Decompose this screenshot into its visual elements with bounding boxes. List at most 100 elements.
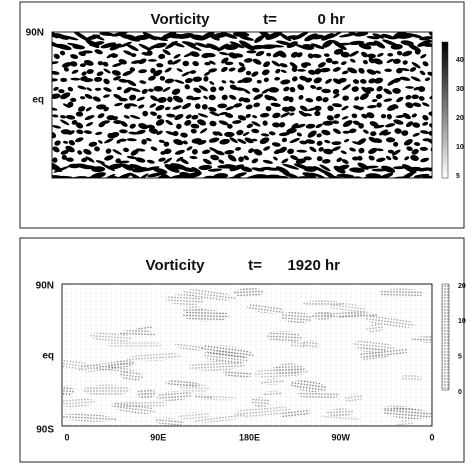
vorticity-patch — [280, 311, 313, 324]
vorticity-blob — [70, 77, 81, 81]
vorticity-blob — [79, 96, 86, 100]
vorticity-blob — [204, 71, 211, 76]
vorticity-blob — [118, 97, 128, 102]
vorticity-blob — [142, 32, 158, 41]
vorticity-blob — [156, 114, 162, 120]
vorticity-patch — [165, 294, 204, 306]
vorticity-blob — [373, 124, 385, 129]
x-label: 90W — [331, 432, 350, 442]
vorticity-blob — [396, 33, 415, 39]
vorticity-blob — [335, 164, 350, 172]
vorticity-blob — [163, 157, 173, 164]
vorticity-blob — [179, 158, 189, 165]
vorticity-blob — [349, 50, 359, 57]
vorticity-blob — [332, 67, 341, 72]
vorticity-blob — [422, 61, 429, 67]
vorticity-blob — [128, 131, 139, 135]
vorticity-blob — [218, 51, 229, 56]
vorticity-blob — [77, 106, 86, 112]
vorticity-blob — [120, 120, 128, 127]
vorticity-blob — [164, 106, 171, 111]
vorticity-blob — [361, 113, 368, 119]
vorticity-blob — [108, 175, 122, 178]
vorticity-blob — [432, 80, 439, 85]
vorticity-blob — [305, 98, 314, 103]
vorticity-patch — [62, 357, 91, 370]
vorticity-blob — [332, 103, 343, 108]
vorticity-blob — [84, 94, 93, 99]
vorticity-blob — [302, 172, 317, 178]
vorticity-blob — [394, 128, 402, 134]
vorticity-blob — [412, 122, 421, 128]
vorticity-blob — [392, 77, 402, 83]
vorticity-patch — [326, 408, 355, 417]
vorticity-blob — [218, 120, 229, 126]
vorticity-blob — [411, 94, 419, 100]
colorbar-label: 30 — [456, 86, 464, 93]
vorticity-blob — [130, 87, 141, 93]
vorticity-blob — [104, 138, 114, 144]
vorticity-blob — [360, 79, 367, 84]
vorticity-blob — [165, 119, 173, 126]
vorticity-blob — [127, 103, 138, 107]
colorbar-label: 10 — [458, 318, 466, 325]
vorticity-blob — [287, 148, 295, 155]
vorticity-blob — [279, 63, 288, 68]
vorticity-blob — [119, 41, 133, 48]
vorticity-blob — [428, 111, 432, 117]
vorticity-blob — [221, 66, 228, 73]
vorticity-blob — [252, 58, 262, 65]
vorticity-blob — [52, 93, 61, 99]
vorticity-blob — [314, 105, 322, 112]
vorticity-blob — [96, 104, 107, 110]
vorticity-blob — [432, 51, 439, 55]
vorticity-blob — [157, 97, 167, 103]
vorticity-patch — [233, 287, 264, 298]
colorbar-label: 5 — [458, 354, 462, 361]
vorticity-blob — [314, 68, 322, 75]
vorticity-blob — [362, 59, 368, 65]
vorticity-blob — [281, 137, 288, 143]
vorticity-blob — [262, 159, 273, 164]
vorticity-blob — [322, 120, 334, 126]
vorticity-blob — [290, 51, 299, 58]
vorticity-blob — [282, 163, 299, 170]
vorticity-blob — [126, 44, 139, 52]
vorticity-blob — [381, 165, 396, 173]
vorticity-blob — [316, 140, 323, 146]
vorticity-blob — [91, 166, 106, 173]
time-value: 0 hr — [317, 11, 345, 28]
vorticity-blob — [163, 141, 170, 147]
vorticity-blob — [311, 53, 322, 58]
vorticity-blob — [158, 157, 166, 162]
vorticity-blob — [317, 62, 326, 68]
vorticity-blob — [181, 41, 197, 47]
vorticity-blob — [432, 156, 440, 162]
vorticity-blob — [201, 104, 208, 110]
vorticity-blob — [391, 149, 401, 156]
vorticity-blob — [429, 123, 432, 129]
vorticity-blob — [53, 166, 70, 173]
vorticity-blob — [271, 60, 281, 67]
vorticity-blob — [52, 125, 62, 129]
vorticity-blob — [325, 78, 332, 84]
vorticity-blob — [102, 61, 109, 67]
vorticity-blob — [291, 123, 299, 129]
vorticity-blob — [275, 40, 292, 46]
vorticity-blob — [208, 68, 218, 73]
vorticity-blob — [171, 41, 185, 48]
vorticity-blob — [129, 115, 141, 120]
vorticity-blob — [136, 129, 146, 135]
vorticity-blob — [244, 137, 254, 144]
vorticity-blob — [386, 58, 394, 64]
vorticity-blob — [221, 57, 229, 64]
vorticity-blob — [256, 79, 262, 84]
vorticity-blob — [428, 130, 432, 136]
vorticity-blob — [414, 49, 421, 55]
vorticity-patch — [62, 413, 117, 422]
vorticity-blob — [299, 140, 308, 145]
vorticity-blob — [190, 123, 200, 129]
vorticity-blob — [305, 139, 316, 144]
colorbar — [441, 283, 450, 391]
vorticity-blob — [148, 75, 156, 81]
